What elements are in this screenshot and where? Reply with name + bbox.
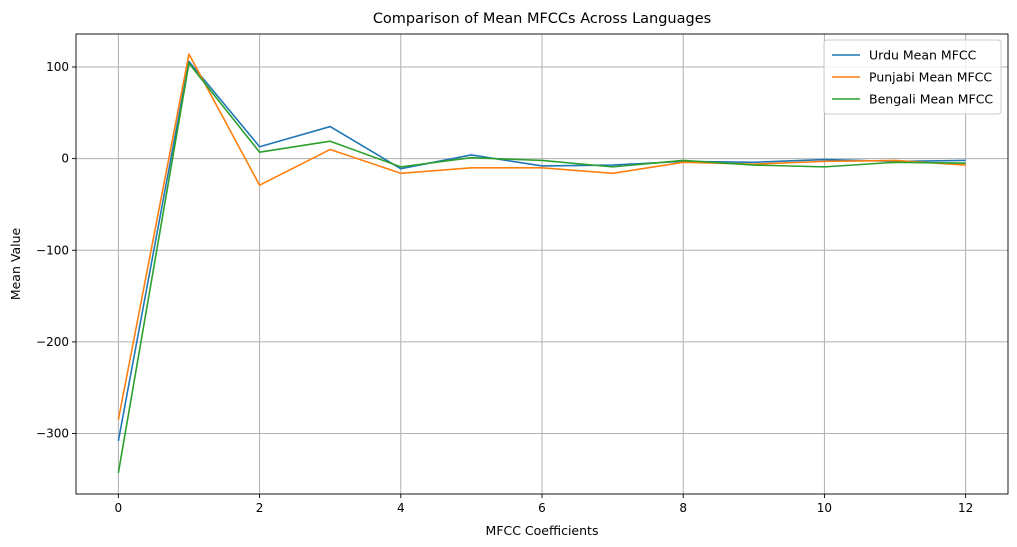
y-tick-label: −100 [36, 243, 69, 257]
series-line-bengali [117, 62, 966, 474]
x-tick-label: 12 [958, 501, 973, 515]
x-axis: 0 2 4 6 8 10 12 [115, 494, 973, 515]
y-axis: −300 −200 −100 0 100 [36, 60, 76, 441]
x-axis-label: MFCC Coefficients [486, 523, 599, 538]
x-tick-label: 4 [397, 501, 405, 515]
x-tick-label: 2 [256, 501, 264, 515]
x-tick-label: 0 [115, 501, 123, 515]
y-tick-label: 100 [46, 60, 69, 74]
y-axis-label: Mean Value [8, 228, 23, 301]
series-line-punjabi [117, 53, 966, 420]
y-tick-label: 0 [61, 152, 69, 166]
chart-title: Comparison of Mean MFCCs Across Language… [373, 11, 711, 27]
series-layer [117, 53, 966, 474]
y-tick-label: −300 [36, 427, 69, 441]
legend-entry: Punjabi Mean MFCC [869, 70, 992, 85]
legend-box [823, 39, 1002, 115]
x-tick-label: 6 [538, 501, 546, 515]
y-tick-label: −200 [36, 335, 69, 349]
x-tick-label: 10 [817, 501, 832, 515]
legend-entry: Bengali Mean MFCC [869, 92, 993, 107]
legend: Urdu Mean MFCC Punjabi Mean MFCC Bengali M… [823, 39, 1002, 115]
series-line-urdu [117, 60, 966, 441]
x-tick-label: 8 [679, 501, 687, 515]
legend-entry: Urdu Mean MFCC [869, 48, 977, 63]
